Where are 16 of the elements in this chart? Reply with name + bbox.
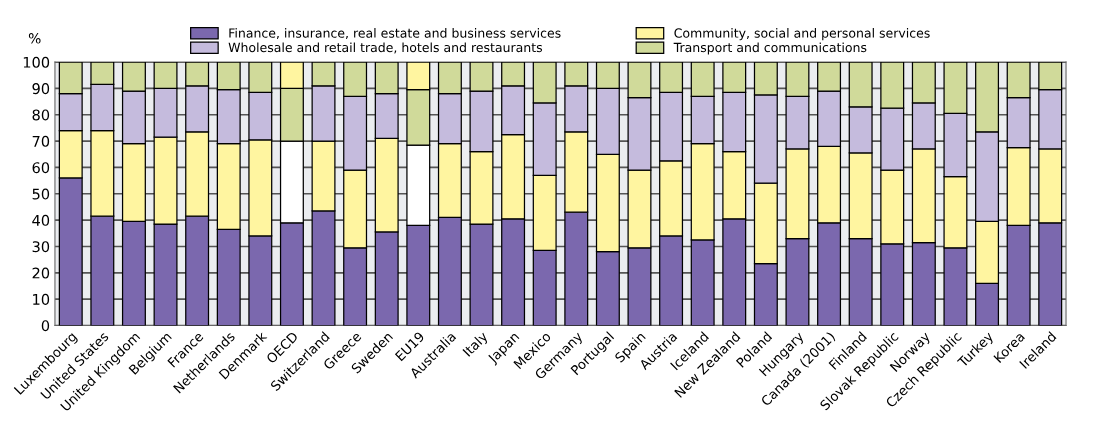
y-tick-label: 80 (32, 109, 50, 121)
y-tick-label: 60 (32, 162, 50, 174)
legend-label: Community, social and personal services (674, 28, 930, 41)
y-tick-label: 40 (32, 214, 50, 226)
y-tick-label: 90 (32, 83, 50, 95)
y-tick-label: 20 (32, 267, 50, 279)
y-tick-label: 50 (32, 188, 50, 200)
legend-label: Wholesale and retail trade, hotels and restaurants (228, 42, 543, 54)
legend-label: Finance, insurance, real estate and business services (229, 28, 561, 40)
y-tick-label: 30 (32, 241, 50, 253)
legend-label: Transport and communications (673, 42, 867, 55)
y-tick-label: 100 (23, 56, 50, 68)
y-tick-label: 0 (41, 320, 50, 332)
y-tick-label: 70 (32, 135, 50, 147)
y-tick-label: 10 (33, 293, 50, 305)
y-axis-title: % (28, 33, 41, 44)
